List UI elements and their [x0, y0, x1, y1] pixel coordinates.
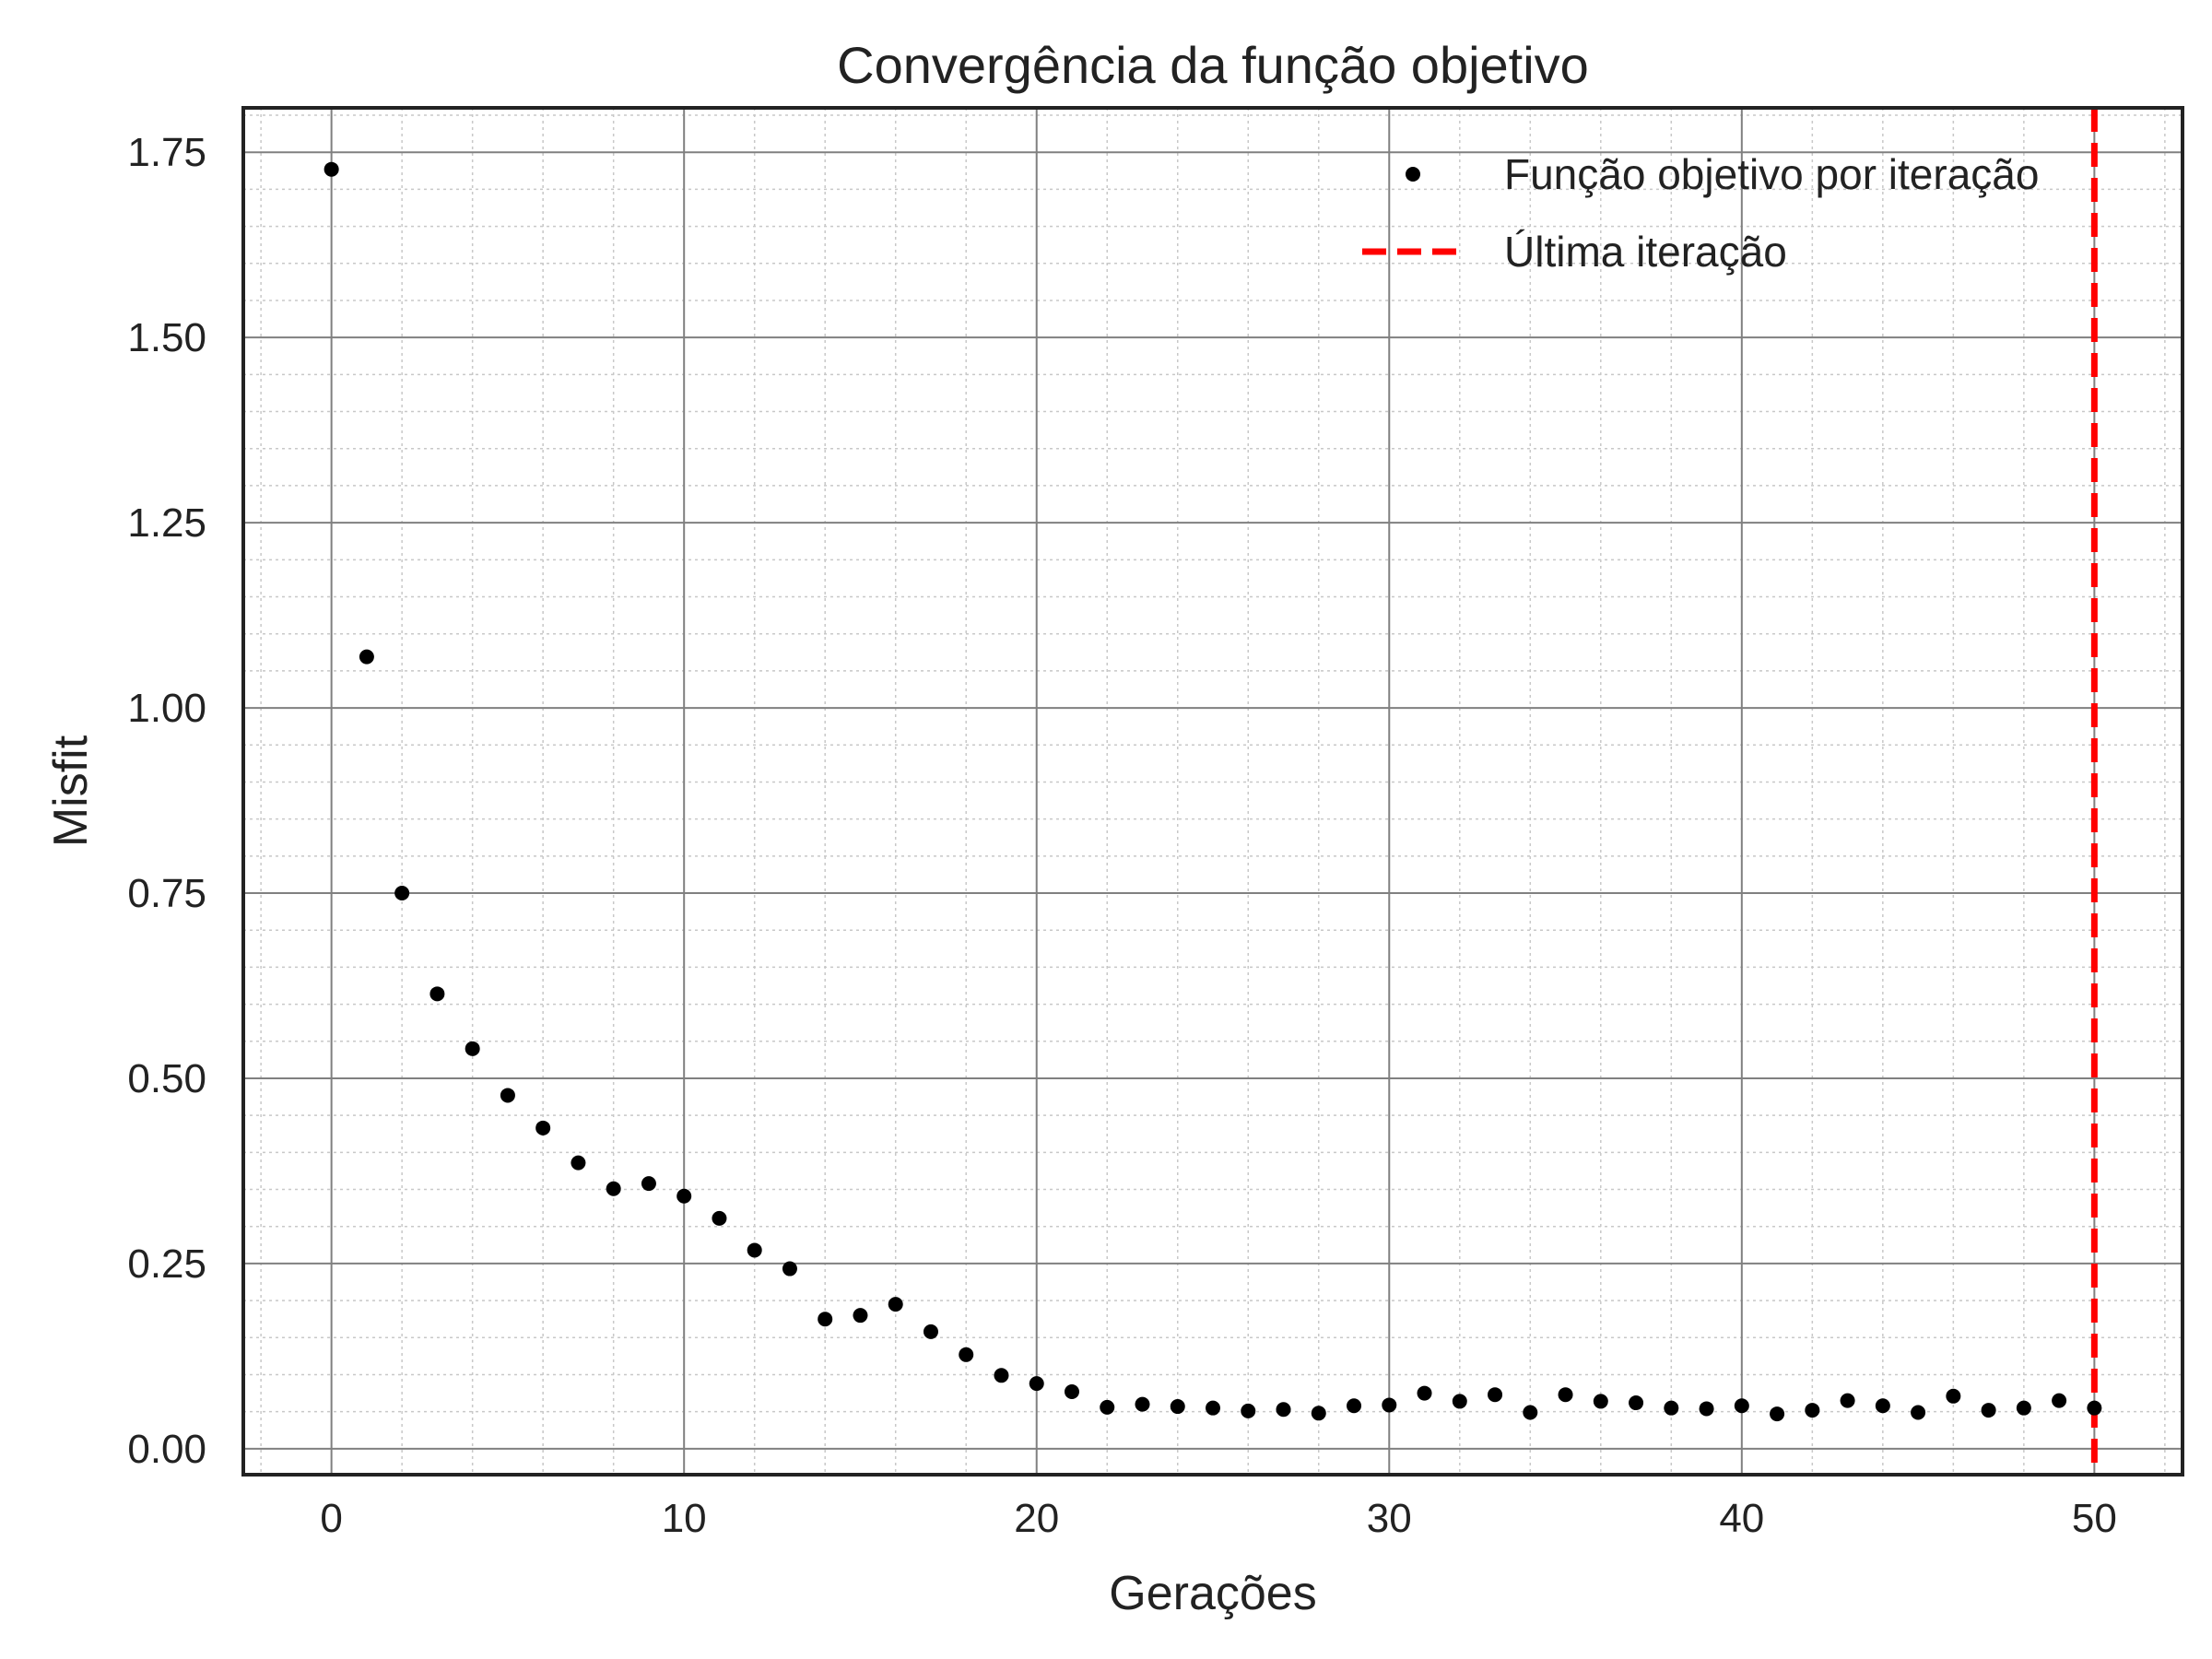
y-axis-label: Misfit [44, 735, 98, 847]
data-point [1593, 1394, 1608, 1409]
data-point [1523, 1405, 1538, 1420]
data-point [359, 649, 374, 665]
y-axis-ticks: 0.00 0.25 0.50 0.75 1.00 1.25 1.50 1.75 [127, 130, 206, 1472]
data-point [747, 1242, 762, 1258]
data-point [1206, 1400, 1220, 1416]
legend-label-objective: Função objetivo por iteração [1504, 150, 2039, 198]
data-point [1382, 1397, 1397, 1413]
data-point [959, 1347, 974, 1362]
data-point [606, 1181, 621, 1196]
data-point [782, 1261, 797, 1277]
data-point [2052, 1393, 2067, 1408]
data-point [2087, 1400, 2102, 1416]
y-tick-label: 0.00 [127, 1427, 206, 1472]
data-point [1840, 1393, 1855, 1408]
data-point [2016, 1400, 2031, 1416]
data-point [853, 1308, 868, 1324]
legend-marker-dot [1406, 167, 1420, 182]
data-point [888, 1297, 903, 1312]
x-axis-label: Gerações [1109, 1567, 1316, 1620]
data-point [571, 1155, 586, 1171]
data-point [994, 1368, 1009, 1383]
data-point [1241, 1403, 1256, 1418]
data-point [1629, 1395, 1644, 1411]
data-point [1311, 1406, 1326, 1421]
data-point [1911, 1405, 1926, 1420]
x-axis-ticks: 0 10 20 30 40 50 [320, 1496, 2116, 1541]
plot-frame [241, 106, 2184, 1477]
y-tick-label: 1.50 [127, 315, 206, 360]
data-point [1664, 1400, 1679, 1416]
legend-label-last-iteration: Última iteração [1504, 228, 1787, 276]
data-point [324, 161, 339, 177]
y-tick-label: 1.75 [127, 130, 206, 175]
data-point [535, 1120, 551, 1135]
data-point [1734, 1398, 1749, 1414]
data-point [1170, 1399, 1185, 1415]
data-point [1875, 1398, 1890, 1414]
data-point [818, 1312, 833, 1327]
data-point [1347, 1398, 1362, 1414]
y-tick-label: 0.75 [127, 871, 206, 916]
data-point [677, 1188, 692, 1204]
data-point [712, 1210, 727, 1226]
data-point [1452, 1394, 1467, 1409]
y-tick-label: 1.00 [127, 686, 206, 731]
x-tick-label: 20 [1014, 1496, 1059, 1541]
data-point [1805, 1403, 1820, 1418]
data-point [500, 1088, 515, 1103]
data-point [1417, 1385, 1432, 1401]
data-point [923, 1324, 938, 1339]
data-point [1770, 1406, 1785, 1422]
data-point [1981, 1403, 1996, 1418]
data-point [1064, 1383, 1079, 1399]
data-point [1100, 1399, 1115, 1415]
data-point [1558, 1387, 1573, 1403]
x-tick-label: 10 [662, 1496, 707, 1541]
chart-title: Convergência da função objetivo [837, 36, 1589, 94]
legend: Função objetivo por iteração Última iter… [1362, 150, 2039, 276]
x-tick-label: 0 [320, 1496, 342, 1541]
data-point [1488, 1387, 1503, 1403]
data-point [429, 986, 445, 1002]
data-point [394, 886, 410, 901]
x-tick-label: 50 [2072, 1496, 2117, 1541]
y-tick-label: 0.50 [127, 1056, 206, 1101]
scatter-points [324, 161, 2102, 1422]
y-tick-label: 0.25 [127, 1241, 206, 1287]
data-point [1029, 1376, 1044, 1392]
x-tick-label: 40 [1719, 1496, 1764, 1541]
data-point [641, 1176, 656, 1192]
y-tick-label: 1.25 [127, 500, 206, 546]
data-point [1276, 1402, 1291, 1418]
data-point [465, 1041, 480, 1056]
major-grid [243, 108, 2183, 1475]
data-point [1699, 1401, 1714, 1417]
data-point [1135, 1396, 1150, 1412]
x-tick-label: 30 [1367, 1496, 1412, 1541]
minor-grid [243, 108, 2183, 1475]
data-point [1946, 1388, 1961, 1404]
